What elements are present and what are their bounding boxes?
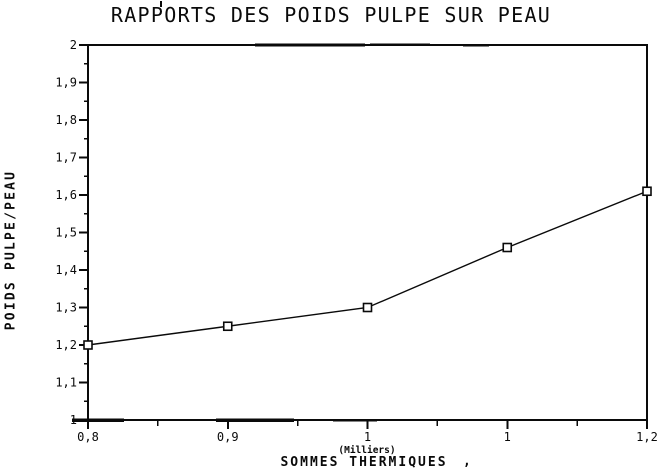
y-tick-label: 1,2 xyxy=(55,338,77,352)
x-tick-label: 1,2 xyxy=(636,430,658,444)
y-tick-label: 1,1 xyxy=(55,376,77,390)
data-point-marker xyxy=(642,186,652,197)
stray-comma-mark: , xyxy=(463,454,471,469)
y-tick-label: 2 xyxy=(70,38,77,52)
y-tick-label: 1,5 xyxy=(55,226,77,240)
x-axis-unit: (Milliers) xyxy=(338,445,396,456)
plot-frame xyxy=(87,44,648,421)
x-tick-label: 0,9 xyxy=(217,430,239,444)
scan-artifact xyxy=(333,418,377,422)
scan-artifact xyxy=(563,419,603,421)
y-tick-label: 1,3 xyxy=(55,301,77,315)
x-axis-title: SOMMES THERMIQUES xyxy=(280,455,448,470)
data-point-marker xyxy=(362,302,373,313)
y-tick-label: 1,4 xyxy=(55,263,77,277)
data-point-marker xyxy=(502,242,513,253)
x-tick-label: 1 xyxy=(364,430,371,444)
scan-artifact xyxy=(370,43,430,47)
chart-title: RAPPORTS DES POIDS PULPE SUR PEAU xyxy=(110,3,552,27)
scan-artifact xyxy=(72,418,124,422)
y-tick-label: 1,6 xyxy=(55,188,77,202)
scan-artifact xyxy=(255,43,365,47)
data-point-marker xyxy=(222,321,233,332)
x-tick-label: 0,8 xyxy=(77,430,99,444)
data-line xyxy=(87,190,648,346)
scan-artifact xyxy=(216,418,294,422)
y-tick-label: 1,7 xyxy=(55,151,77,165)
y-tick-label: 1,9 xyxy=(55,76,77,90)
scan-artifact xyxy=(463,44,489,47)
y-tick-label: 1 xyxy=(70,413,77,427)
data-point-marker xyxy=(83,340,93,350)
x-tick-label: 1 xyxy=(504,430,511,444)
scan-artifact xyxy=(160,1,162,7)
y-tick-label: 1,8 xyxy=(55,113,77,127)
